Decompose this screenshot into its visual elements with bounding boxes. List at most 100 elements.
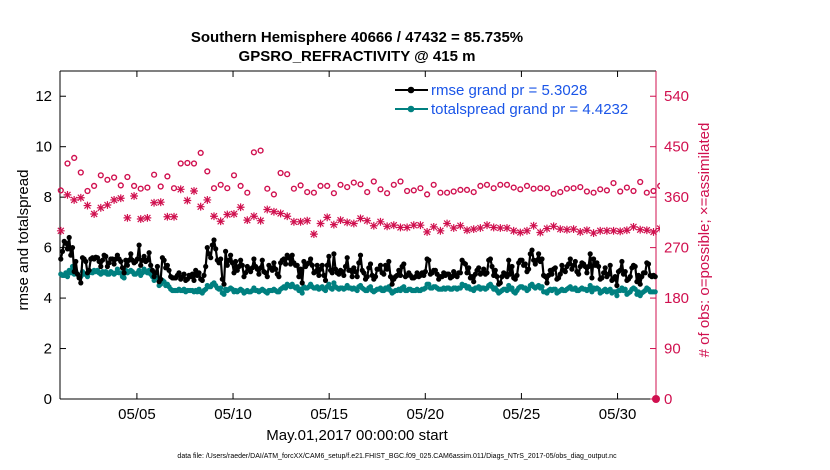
possible-point [450, 188, 457, 195]
rmse-point [329, 270, 335, 276]
totalspread-point [64, 274, 71, 280]
possible-point [430, 181, 437, 188]
possible-point [510, 184, 517, 191]
possible-point [444, 189, 451, 196]
rmse-point [204, 245, 210, 251]
rmse-point [364, 274, 370, 280]
rmse-point [507, 271, 513, 277]
assimilated-point [496, 224, 505, 232]
possible-point [250, 149, 258, 156]
assimilated-point [216, 217, 225, 226]
series-totalspread [58, 263, 658, 299]
possible-point [164, 173, 171, 180]
totalspread-point [622, 286, 628, 292]
x-tick-label: 05/10 [214, 406, 252, 423]
possible-point [257, 147, 264, 154]
x-tick-label: 05/20 [407, 406, 445, 423]
rmse-point [243, 270, 249, 276]
rmse-point [221, 281, 227, 287]
assimilated-point [230, 210, 238, 218]
rmse-point [59, 248, 66, 254]
rmse-point [509, 263, 515, 270]
rmse-point [352, 269, 359, 275]
possible-point [184, 159, 191, 167]
rmse-point [259, 257, 265, 263]
assimilated-point [290, 217, 298, 226]
rmse-point [466, 265, 472, 271]
rmse-point [589, 275, 595, 281]
rmse-point [213, 246, 219, 252]
assimilated-point [423, 228, 431, 236]
assimilated-point [636, 225, 645, 234]
rmse-point [144, 257, 150, 263]
rmse-point [158, 276, 164, 282]
rmse-point [233, 258, 239, 265]
assimilated-point [90, 210, 99, 218]
assimilated-point [369, 221, 378, 230]
rmse-point [372, 274, 379, 280]
rmse-point [181, 271, 187, 277]
possible-point [397, 178, 404, 185]
y2-tick-label: 540 [664, 88, 689, 105]
rmse-point [606, 271, 612, 277]
possible-point [377, 186, 384, 193]
y-axis-label: rmse and totalspread [15, 170, 32, 311]
assimilated-point [150, 198, 158, 207]
assimilated-point [110, 196, 119, 204]
rmse-point [86, 267, 92, 273]
rmse-point [219, 276, 225, 282]
assimilated-point [549, 222, 558, 231]
rmse-point [76, 275, 82, 281]
possible-point [364, 189, 371, 196]
rmse-point [271, 260, 277, 266]
totalspread-point [652, 289, 658, 295]
assimilated-point [629, 222, 638, 231]
rmse-point [384, 266, 390, 272]
assimilated-point [469, 225, 478, 234]
assimilated-point [256, 216, 265, 225]
possible-point [217, 181, 224, 188]
assimilated-point [183, 196, 192, 205]
possible-point [197, 149, 204, 157]
rmse-point [645, 261, 652, 267]
possible-point [304, 189, 311, 196]
y2-tick-label: 180 [664, 290, 689, 307]
rmse-point [68, 252, 74, 258]
rmse-point [536, 251, 542, 257]
rmse-point [471, 279, 477, 285]
rmse-point [344, 255, 350, 261]
rmse-point [519, 257, 525, 263]
rmse-point [136, 242, 142, 248]
possible-point [437, 189, 444, 196]
rmse-point [526, 266, 532, 272]
possible-point [463, 186, 471, 194]
y2-tick-label: 270 [664, 240, 689, 257]
assimilated-point [602, 226, 611, 235]
possible-point [84, 187, 91, 195]
assimilated-point [170, 212, 178, 221]
possible-point [277, 169, 284, 177]
possible-point [57, 187, 64, 194]
rmse-point [389, 281, 395, 287]
assimilated-point [483, 221, 491, 230]
rmse-point [128, 251, 134, 257]
rmse-point [316, 272, 322, 278]
rmse-point [161, 257, 167, 263]
rmse-point [321, 272, 327, 278]
rmse-point [66, 234, 72, 241]
x-tick-label: 05/05 [118, 406, 156, 423]
y-tick-label: 4 [44, 290, 52, 307]
possible-point [503, 181, 511, 188]
possible-point [97, 172, 104, 179]
rmse-point [118, 258, 124, 265]
assimilated-point [263, 205, 272, 214]
y2-origin-marker [652, 395, 660, 403]
assimilated-point [276, 209, 285, 218]
assimilated-point [270, 207, 278, 216]
rmse-point [99, 257, 106, 263]
rmse-point [78, 280, 84, 286]
rmse-point [228, 252, 234, 258]
rmse-point [492, 267, 498, 273]
rmse-point [377, 262, 384, 268]
rmse-point [557, 271, 563, 277]
